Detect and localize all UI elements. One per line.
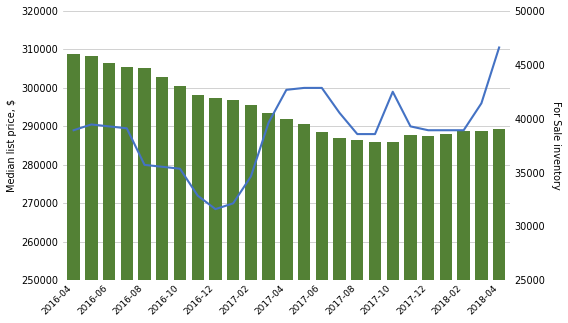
- Bar: [209, 98, 222, 280]
- Bar: [280, 119, 293, 323]
- Bar: [227, 100, 239, 280]
- Bar: [440, 134, 452, 323]
- Bar: [85, 56, 98, 323]
- Bar: [262, 113, 275, 280]
- Bar: [422, 136, 435, 280]
- Bar: [191, 95, 204, 323]
- Bar: [191, 95, 204, 280]
- Bar: [351, 140, 364, 280]
- Y-axis label: For Sale inventory: For Sale inventory: [551, 101, 561, 190]
- Y-axis label: Median list price, $: Median list price, $: [7, 99, 17, 192]
- Bar: [280, 119, 293, 280]
- Bar: [209, 98, 222, 323]
- Bar: [68, 54, 80, 280]
- Bar: [457, 130, 470, 323]
- Bar: [422, 136, 435, 323]
- Bar: [245, 105, 257, 323]
- Bar: [475, 130, 487, 280]
- Bar: [156, 77, 169, 323]
- Bar: [369, 142, 381, 323]
- Bar: [404, 135, 417, 323]
- Bar: [139, 68, 151, 280]
- Bar: [387, 142, 399, 280]
- Bar: [298, 124, 310, 280]
- Bar: [85, 56, 98, 280]
- Bar: [139, 68, 151, 323]
- Bar: [262, 113, 275, 323]
- Bar: [103, 63, 115, 323]
- Bar: [351, 140, 364, 323]
- Bar: [457, 130, 470, 280]
- Bar: [493, 130, 506, 280]
- Bar: [103, 63, 115, 280]
- Bar: [227, 100, 239, 323]
- Bar: [440, 134, 452, 280]
- Bar: [245, 105, 257, 280]
- Bar: [333, 138, 346, 280]
- Bar: [120, 67, 133, 280]
- Bar: [316, 131, 328, 280]
- Bar: [68, 54, 80, 323]
- Bar: [475, 130, 487, 323]
- Bar: [174, 86, 186, 280]
- Bar: [387, 142, 399, 323]
- Bar: [156, 77, 169, 280]
- Bar: [493, 130, 506, 323]
- Bar: [174, 86, 186, 323]
- Bar: [316, 131, 328, 323]
- Bar: [333, 138, 346, 323]
- Bar: [369, 142, 381, 280]
- Bar: [120, 67, 133, 323]
- Bar: [404, 135, 417, 280]
- Bar: [298, 124, 310, 323]
